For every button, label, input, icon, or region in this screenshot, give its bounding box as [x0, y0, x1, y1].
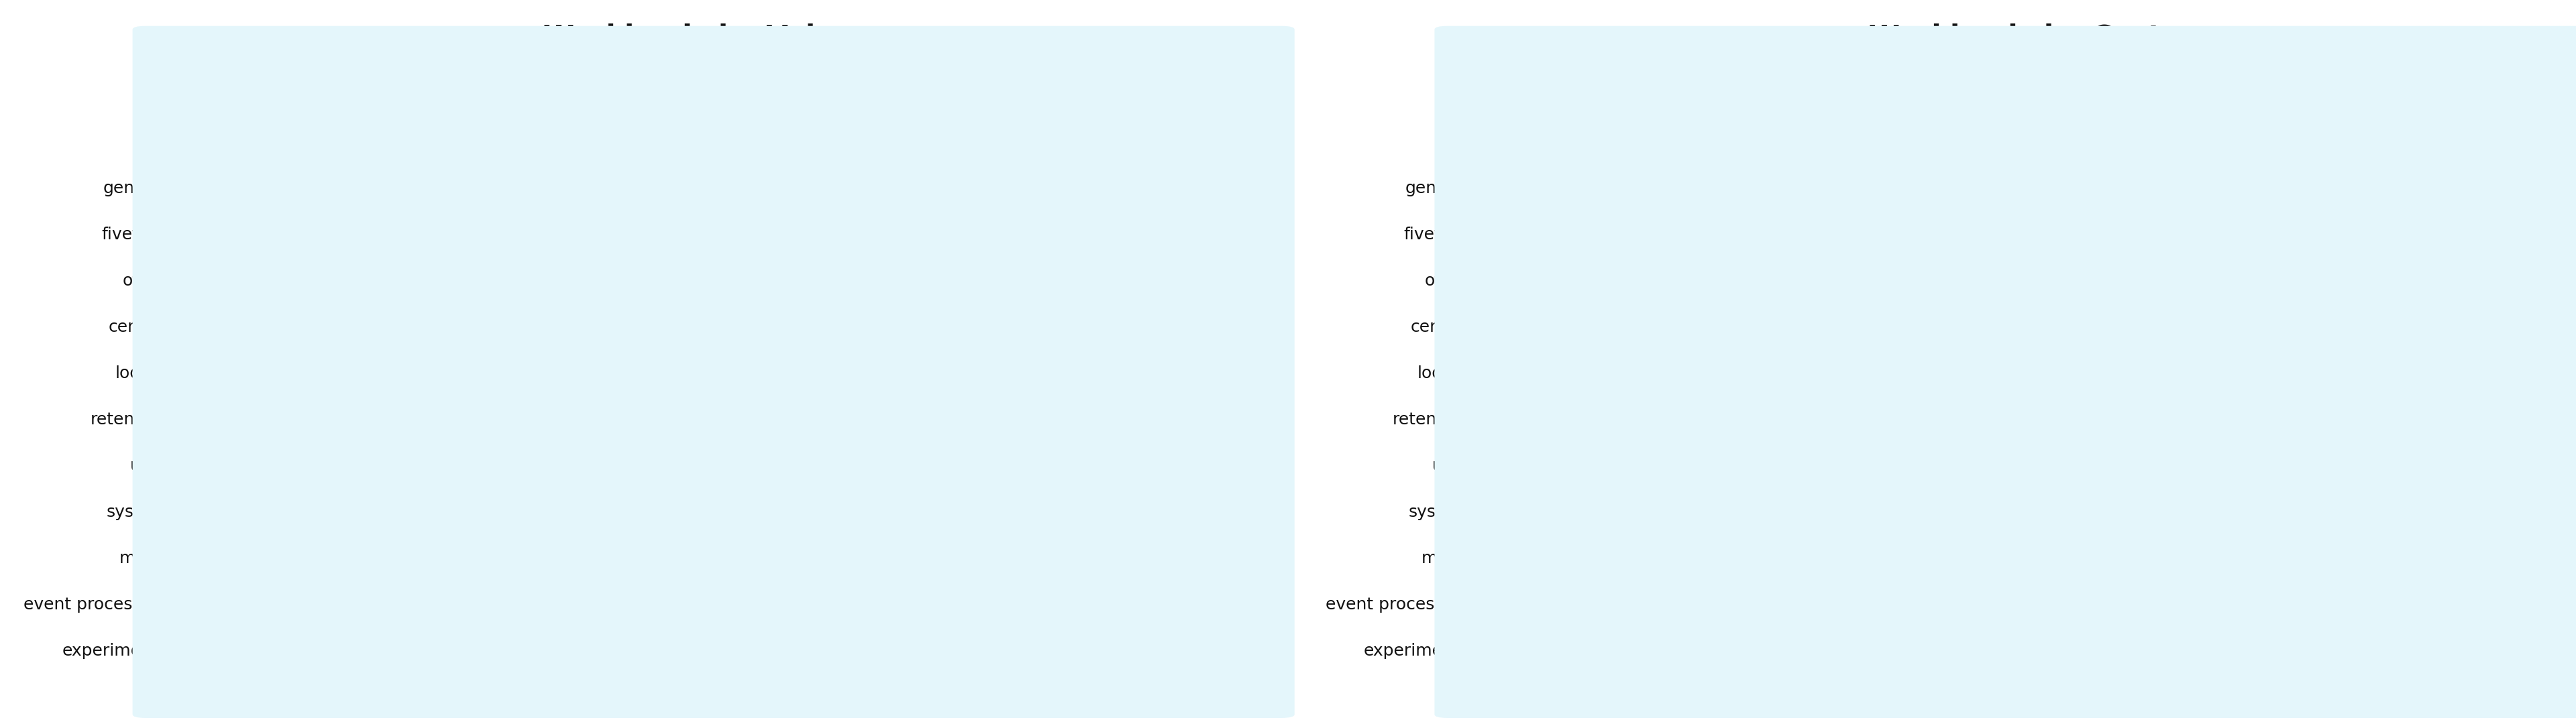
Bar: [175, 497, 188, 524]
Bar: [1479, 405, 1484, 432]
Bar: [1479, 358, 1558, 385]
Bar: [1479, 451, 1515, 478]
Bar: [1479, 127, 1484, 154]
Bar: [1479, 312, 1484, 339]
Bar: [1479, 636, 1510, 662]
Bar: [175, 81, 1175, 108]
Bar: [175, 405, 196, 432]
Bar: [175, 220, 224, 247]
Title: Workloads by Volume: Workloads by Volume: [544, 23, 884, 51]
Bar: [1479, 590, 1481, 617]
Bar: [1479, 497, 1587, 524]
Bar: [1479, 174, 1510, 201]
Title: Workloads by Cost: Workloads by Cost: [1870, 23, 2161, 51]
Bar: [175, 127, 247, 154]
Bar: [1479, 81, 2481, 108]
Bar: [175, 636, 183, 662]
Bar: [1479, 266, 1525, 293]
Bar: [175, 358, 198, 385]
Bar: [1479, 220, 1484, 247]
Bar: [175, 266, 216, 293]
Bar: [175, 590, 183, 617]
Bar: [175, 544, 185, 571]
Bar: [175, 451, 193, 478]
Bar: [1479, 544, 1543, 571]
Bar: [175, 312, 204, 339]
Bar: [175, 174, 229, 201]
